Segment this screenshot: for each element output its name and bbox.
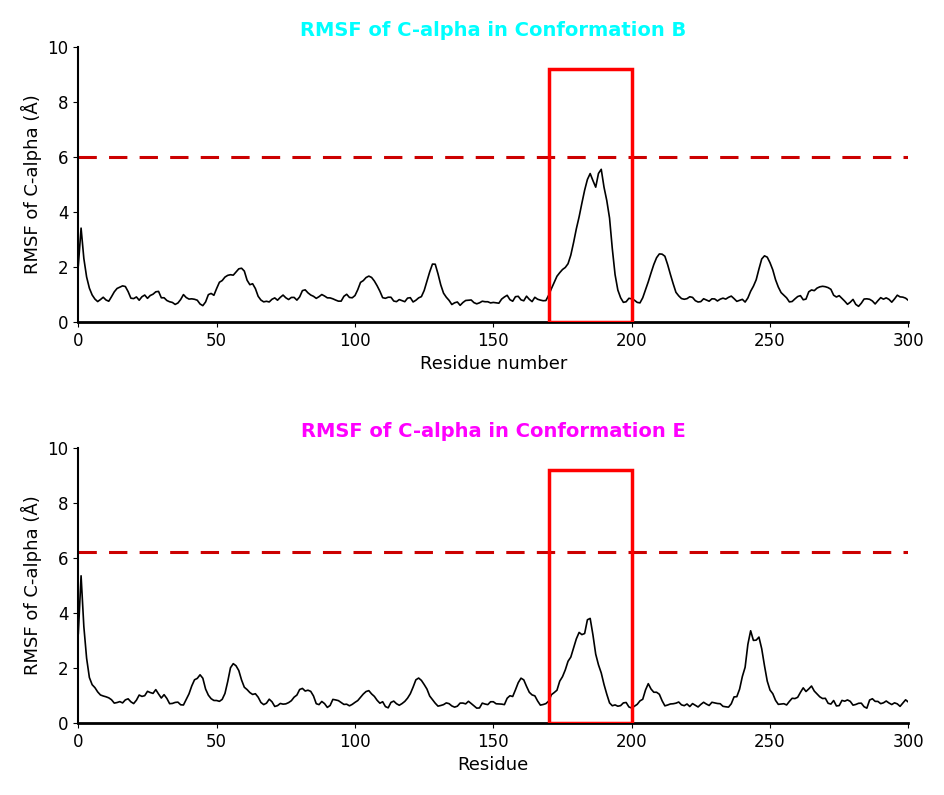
X-axis label: Residue number: Residue number [419,355,566,373]
Y-axis label: RMSF of C-alpha (Å): RMSF of C-alpha (Å) [21,495,42,675]
Y-axis label: RMSF of C-alpha (Å): RMSF of C-alpha (Å) [21,95,42,274]
Bar [548,470,631,723]
Title: RMSF of C-alpha in Conformation B: RMSF of C-alpha in Conformation B [300,21,685,40]
X-axis label: Residue: Residue [457,756,529,774]
Title: RMSF of C-alpha in Conformation E: RMSF of C-alpha in Conformation E [300,422,685,440]
Bar [548,69,631,322]
